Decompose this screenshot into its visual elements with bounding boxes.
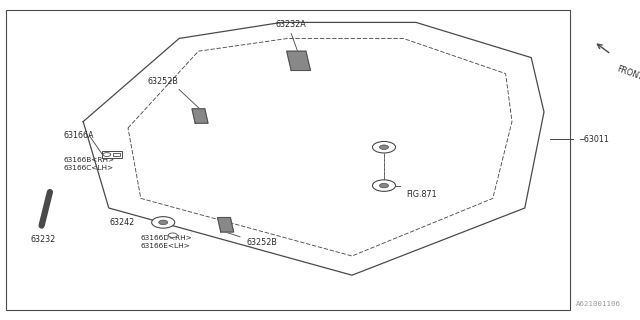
Bar bbox=[6, 10, 570, 310]
Circle shape bbox=[380, 183, 388, 188]
Text: 63166C<LH>: 63166C<LH> bbox=[64, 165, 114, 171]
Text: 63166D<RH>: 63166D<RH> bbox=[141, 236, 193, 241]
Polygon shape bbox=[218, 218, 234, 232]
Text: A621001106: A621001106 bbox=[576, 301, 621, 307]
Text: 63166E<LH>: 63166E<LH> bbox=[141, 244, 191, 249]
Circle shape bbox=[168, 233, 177, 237]
Circle shape bbox=[380, 145, 388, 149]
Text: FIG.871: FIG.871 bbox=[406, 190, 437, 199]
Polygon shape bbox=[192, 109, 208, 123]
Bar bbox=[102, 151, 122, 158]
Circle shape bbox=[152, 217, 175, 228]
Text: 63166B<RH>: 63166B<RH> bbox=[64, 157, 115, 163]
Circle shape bbox=[372, 180, 396, 191]
Text: 63232A: 63232A bbox=[276, 20, 307, 29]
Polygon shape bbox=[287, 51, 310, 70]
Circle shape bbox=[372, 141, 396, 153]
Text: 63232: 63232 bbox=[31, 235, 56, 244]
Text: 63242: 63242 bbox=[109, 218, 134, 227]
Circle shape bbox=[159, 220, 168, 225]
Text: 63252B: 63252B bbox=[148, 77, 179, 86]
Text: 63166A: 63166A bbox=[64, 132, 95, 140]
Circle shape bbox=[103, 153, 111, 156]
Text: 63252B: 63252B bbox=[246, 238, 277, 247]
Bar bbox=[113, 153, 120, 156]
Text: FRONT: FRONT bbox=[616, 64, 640, 82]
Text: ─63011: ─63011 bbox=[579, 135, 609, 144]
